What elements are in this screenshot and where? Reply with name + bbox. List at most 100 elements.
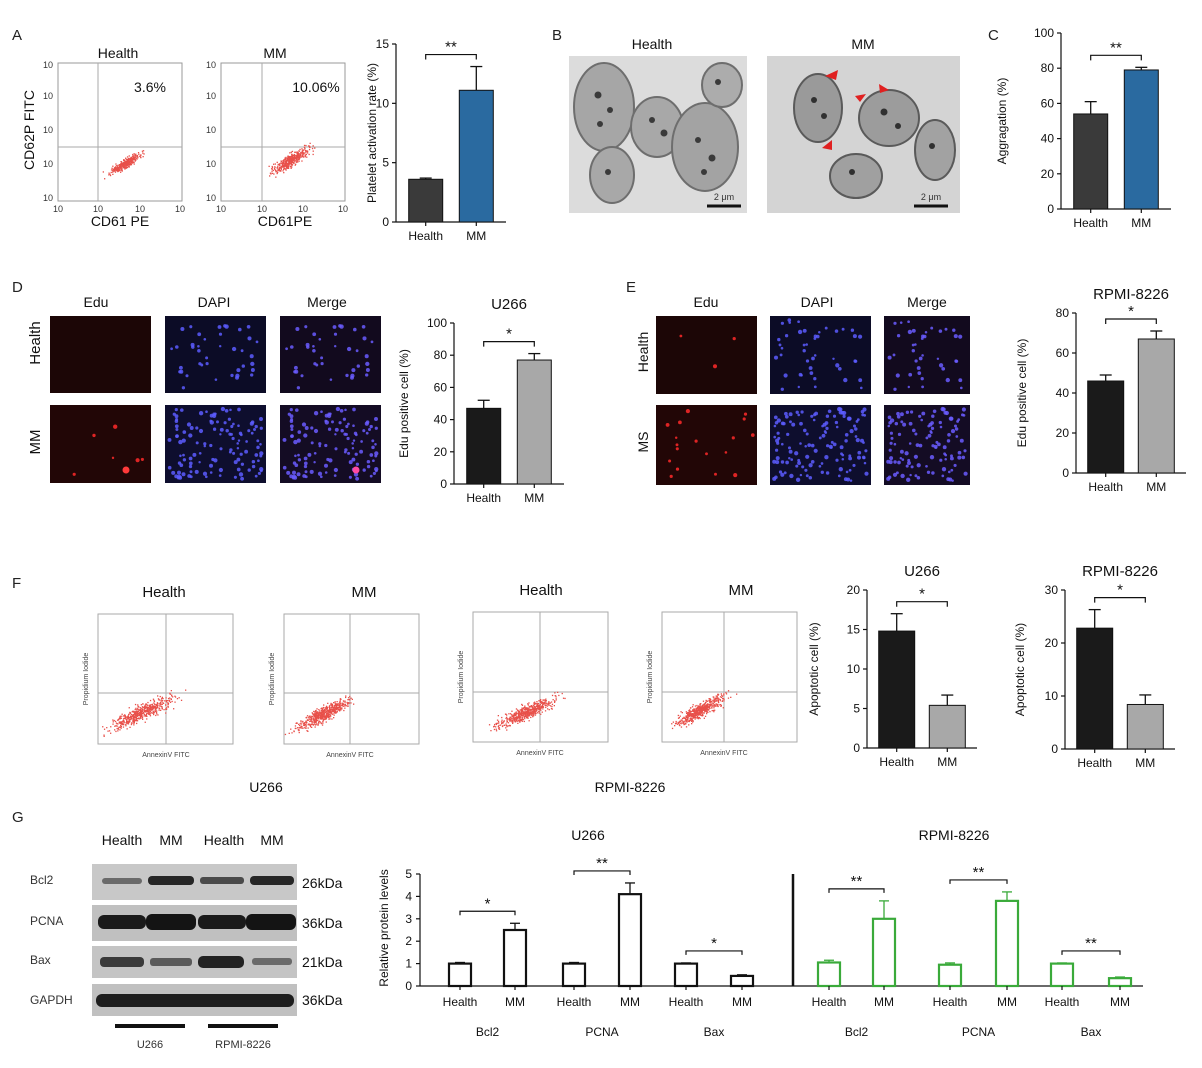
flow-dot (317, 719, 319, 722)
blot-band (148, 876, 194, 885)
flow-dot (509, 717, 511, 719)
flow-dot (537, 702, 540, 705)
panel-label-d: D (12, 279, 23, 296)
flow-dot (150, 704, 152, 706)
flow-dot (122, 720, 124, 723)
flow-dot (702, 705, 704, 707)
cell-dot (909, 410, 914, 414)
flow-dot (137, 707, 139, 709)
cell-dot (832, 357, 835, 361)
flow-dot (714, 698, 716, 700)
cell-dot (946, 439, 951, 443)
flow-dot (554, 700, 556, 702)
flow-dot (531, 710, 533, 712)
flow-dot (136, 711, 138, 713)
flow-dot (131, 160, 133, 163)
flow-dot (688, 714, 690, 717)
cell-dot (953, 424, 958, 428)
flow-dot (280, 162, 282, 164)
flow-dot (714, 709, 716, 711)
flow-dot (295, 159, 297, 161)
flow-dot (145, 714, 147, 717)
y-tick-label: 20 (1056, 426, 1070, 440)
flow-dot (694, 718, 696, 720)
cell-dot (732, 336, 736, 341)
flow-dot (286, 160, 289, 162)
flow-dot (113, 719, 115, 722)
cell-dot (907, 320, 910, 324)
flow-dot (287, 167, 290, 169)
flow-dot (311, 712, 313, 714)
cell-dot (800, 373, 803, 377)
flow-dot (117, 719, 120, 721)
flow-dot (322, 713, 324, 715)
flow-dot (686, 721, 688, 723)
flow-dot (528, 707, 530, 709)
flow-dot (117, 730, 119, 732)
flow-dot (174, 695, 176, 697)
cell-dot (945, 377, 950, 383)
flow-dot (121, 722, 124, 724)
flow-dot (686, 716, 688, 718)
cell-dot (824, 326, 828, 330)
flow-dot (513, 717, 515, 719)
flow-dot (517, 716, 520, 719)
flow-dot (331, 710, 333, 712)
cell-dot (189, 325, 193, 329)
cell-dot (862, 456, 866, 460)
flow-dot (345, 705, 347, 707)
flow-dot (159, 705, 161, 707)
flow-dot (117, 164, 119, 166)
protein-size: 36kDa (302, 915, 343, 931)
flow-dot (341, 708, 343, 710)
flow-dot (146, 708, 148, 710)
granule (594, 91, 602, 99)
cell-dot (818, 331, 821, 334)
flow-scatter-dots (488, 691, 566, 732)
flow-dot (127, 160, 129, 162)
tick-label: 10 (135, 204, 145, 214)
cell-dot (927, 433, 932, 438)
flow-dot (696, 713, 699, 715)
flow-dot (525, 715, 527, 717)
flow-dot (532, 705, 534, 707)
cell-dot (714, 472, 717, 476)
flow-dot (332, 708, 334, 710)
cell-dot (240, 349, 244, 353)
flow-dot (291, 161, 293, 163)
flow-dot (323, 716, 326, 718)
cell-dot (859, 386, 863, 390)
flow-dot (502, 722, 504, 724)
flow-dot (720, 704, 722, 707)
cell-dot (773, 355, 779, 360)
flow-dot (539, 707, 541, 709)
flow-dot (269, 172, 272, 174)
y-axis-label: Platelet activation rate (%) (365, 63, 379, 203)
edu-image-mm (50, 405, 151, 483)
flow-dot (327, 713, 329, 715)
flow-dot (293, 154, 295, 156)
flow-dot (282, 160, 285, 162)
cell-dot (837, 366, 842, 371)
flow-dot (710, 699, 712, 701)
flow-dot (154, 707, 156, 709)
panel-a-flow-health: Health 3.6% CD61 PE CD62P FITC 10 10 10 … (21, 45, 185, 229)
cell-dot (312, 345, 315, 348)
group-label: Bcl2 (845, 1025, 869, 1039)
cell-dot (354, 433, 358, 437)
flow-dot (132, 722, 134, 724)
row-label: Health (635, 332, 651, 372)
flow-dot (329, 710, 331, 712)
cell-dot (345, 373, 349, 378)
cell-dot (897, 432, 902, 437)
flow-dot (286, 160, 288, 162)
flow-dot (132, 158, 135, 160)
cell-dot (313, 460, 316, 464)
significance-bracket (1061, 950, 1121, 955)
flow-dot (351, 698, 353, 700)
flow-dot (305, 150, 307, 152)
cell-dot (786, 432, 790, 437)
flow-dot (282, 162, 284, 164)
flow-dot (115, 163, 117, 165)
flow-title: MM (263, 45, 286, 61)
